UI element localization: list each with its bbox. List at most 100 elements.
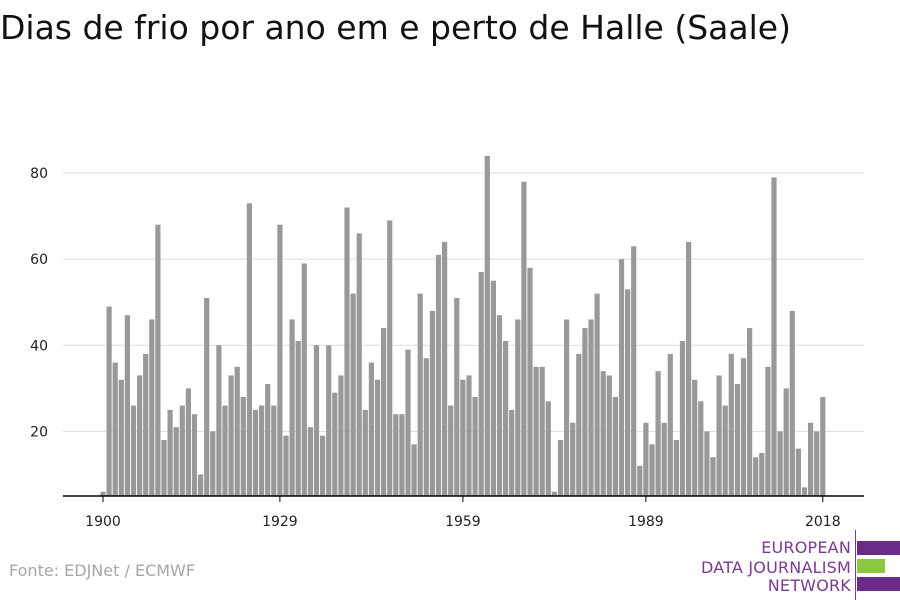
bar-2000[interactable]: [710, 457, 716, 496]
bar-1972[interactable]: [539, 366, 545, 496]
bar-1944[interactable]: [368, 362, 374, 496]
bar-1968[interactable]: [515, 319, 521, 496]
bar-1901[interactable]: [106, 306, 112, 496]
bar-2017[interactable]: [814, 431, 820, 496]
bar-1936[interactable]: [320, 435, 326, 496]
bar-1975[interactable]: [557, 440, 564, 496]
bar-1966[interactable]: [503, 340, 509, 496]
bar-1917[interactable]: [204, 297, 210, 496]
bar-1983[interactable]: [606, 375, 612, 496]
bar-1956[interactable]: [442, 241, 448, 496]
bar-1902[interactable]: [112, 362, 118, 496]
bar-1984[interactable]: [612, 396, 618, 496]
bar-1985[interactable]: [618, 259, 625, 496]
bar-1948[interactable]: [393, 414, 399, 496]
bar-2008[interactable]: [759, 452, 765, 496]
bar-1961[interactable]: [472, 396, 478, 496]
bar-1950[interactable]: [405, 349, 411, 496]
bar-1970[interactable]: [527, 267, 533, 496]
bar-1960[interactable]: [466, 375, 472, 496]
bar-1905[interactable]: [130, 405, 137, 496]
bar-2006[interactable]: [747, 328, 753, 496]
bar-1971[interactable]: [533, 366, 539, 496]
bar-1920[interactable]: [222, 405, 228, 496]
bar-1987[interactable]: [631, 246, 637, 496]
bar-1981[interactable]: [594, 293, 600, 496]
bar-1942[interactable]: [356, 233, 362, 496]
bar-1904[interactable]: [124, 315, 130, 496]
bar-1947[interactable]: [387, 220, 393, 496]
bar-1932[interactable]: [295, 340, 301, 496]
bar-1927[interactable]: [265, 384, 271, 496]
bar-1978[interactable]: [576, 353, 582, 496]
bar-1986[interactable]: [625, 289, 631, 496]
bar-1988[interactable]: [637, 465, 643, 496]
bar-1906[interactable]: [137, 375, 143, 496]
bar-2004[interactable]: [734, 384, 740, 496]
bar-2003[interactable]: [728, 353, 734, 496]
bar-1916[interactable]: [198, 474, 204, 496]
bar-1979[interactable]: [582, 328, 588, 496]
bar-1937[interactable]: [326, 345, 332, 496]
bar-2016[interactable]: [808, 422, 814, 496]
bar-1973[interactable]: [545, 401, 551, 496]
bar-1908[interactable]: [149, 319, 155, 496]
bar-1974[interactable]: [551, 491, 557, 496]
bar-1925[interactable]: [252, 409, 259, 496]
bar-1914[interactable]: [185, 388, 191, 496]
bar-1995[interactable]: [679, 340, 686, 496]
bar-2002[interactable]: [722, 405, 728, 496]
bar-1923[interactable]: [240, 396, 246, 496]
bar-1989[interactable]: [643, 422, 649, 496]
bar-1958[interactable]: [454, 297, 460, 496]
bar-1945[interactable]: [374, 379, 381, 496]
bar-1962[interactable]: [478, 272, 484, 496]
bar-1990[interactable]: [649, 444, 655, 496]
bar-1993[interactable]: [667, 353, 673, 496]
bar-1903[interactable]: [118, 379, 124, 496]
bar-2001[interactable]: [716, 375, 722, 496]
bar-1907[interactable]: [143, 353, 149, 496]
bar-1938[interactable]: [332, 392, 338, 496]
bar-1928[interactable]: [271, 405, 277, 496]
bar-2007[interactable]: [753, 457, 759, 496]
bar-1911[interactable]: [167, 409, 173, 496]
bar-2014[interactable]: [795, 448, 801, 496]
bar-1977[interactable]: [570, 422, 576, 496]
bar-1941[interactable]: [350, 293, 356, 496]
bar-1963[interactable]: [484, 155, 490, 496]
bar-1957[interactable]: [448, 405, 454, 496]
bar-2005[interactable]: [740, 358, 747, 496]
bar-1997[interactable]: [692, 379, 698, 496]
bar-1951[interactable]: [411, 444, 417, 496]
bar-1940[interactable]: [344, 207, 350, 496]
bar-1967[interactable]: [509, 409, 515, 496]
bar-2013[interactable]: [789, 310, 795, 496]
bar-1918[interactable]: [210, 431, 216, 496]
bar-2018[interactable]: [820, 396, 826, 496]
bar-1909[interactable]: [155, 224, 161, 496]
bar-1933[interactable]: [301, 263, 307, 496]
bar-1934[interactable]: [307, 427, 313, 496]
bar-2012[interactable]: [783, 388, 789, 496]
bar-1954[interactable]: [429, 310, 435, 496]
bar-1955[interactable]: [435, 254, 442, 496]
bar-1921[interactable]: [228, 375, 234, 496]
bar-1991[interactable]: [655, 371, 661, 496]
bar-1996[interactable]: [686, 241, 692, 496]
bar-2010[interactable]: [771, 177, 777, 497]
bar-1969[interactable]: [521, 181, 527, 496]
bar-1900[interactable]: [100, 491, 106, 496]
bar-1935[interactable]: [313, 345, 320, 496]
bar-2009[interactable]: [765, 366, 771, 496]
bar-1931[interactable]: [289, 319, 295, 496]
bar-2011[interactable]: [777, 431, 783, 496]
bar-1929[interactable]: [277, 224, 283, 496]
bar-1980[interactable]: [588, 319, 594, 496]
bar-1999[interactable]: [704, 431, 710, 496]
bar-1913[interactable]: [179, 405, 185, 496]
bar-1949[interactable]: [399, 414, 405, 496]
bar-2015[interactable]: [801, 487, 808, 496]
bar-1953[interactable]: [423, 358, 429, 496]
bar-1922[interactable]: [234, 366, 240, 496]
